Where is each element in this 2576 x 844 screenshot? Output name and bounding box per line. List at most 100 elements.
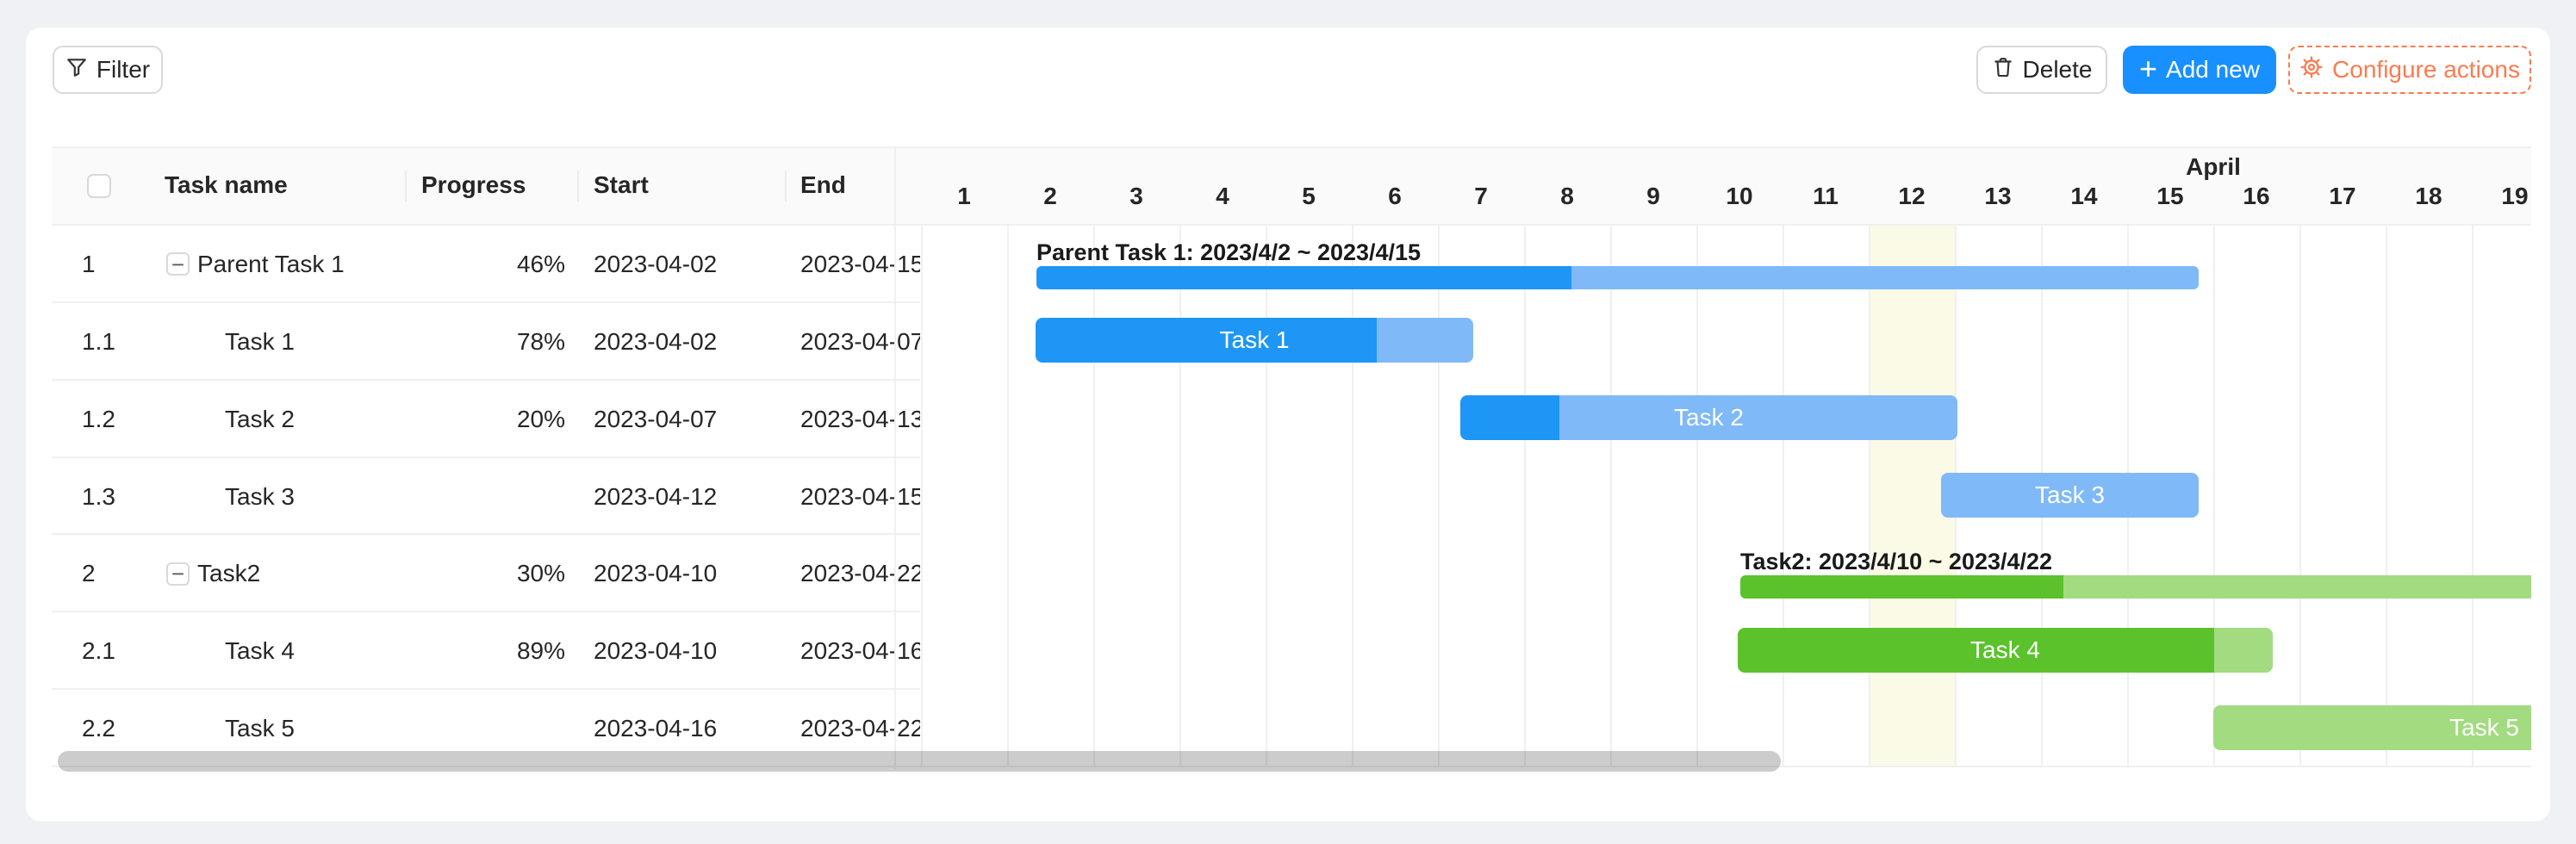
- start-date-cell: 2023-04-16: [594, 715, 718, 742]
- gantt-gridline: [2213, 226, 2215, 767]
- gantt-day-label: 10: [1726, 183, 1753, 209]
- gantt-bar-1.2[interactable]: Task 2: [1460, 395, 1957, 440]
- gantt-bar-text: Task 1: [1219, 326, 1290, 353]
- row-divider: [52, 456, 920, 458]
- gantt-bar-text: Task 3: [2035, 481, 2105, 508]
- configure-actions-label: Configure actions: [2332, 56, 2520, 83]
- gantt-day-label: 17: [2329, 183, 2356, 209]
- table-gantt-divider: [894, 146, 896, 769]
- configure-actions-button[interactable]: Configure actions: [2288, 46, 2531, 94]
- end-date-cell: 2023-04-22: [800, 715, 920, 742]
- progress-cell: 20%: [516, 405, 565, 432]
- row-number-cell: 1.2: [82, 405, 115, 432]
- table-row[interactable]: 2.1 Task 4 89% 2023-04-10 2023-04-16: [52, 612, 920, 691]
- gantt-day-label: 9: [1646, 183, 1660, 209]
- gantt-day-label: 7: [1474, 183, 1488, 209]
- task-name-cell: Task 2: [225, 405, 295, 432]
- gantt-bar-progress: [1738, 628, 2214, 673]
- task-name-cell: Parent Task 1: [197, 251, 345, 277]
- progress-cell: 46%: [516, 251, 565, 277]
- progress-cell: [353, 458, 565, 536]
- filter-funnel-icon: [65, 56, 88, 84]
- add-new-button[interactable]: + Add new: [2123, 46, 2276, 94]
- gantt-chart: April 1 2 3 4 5 6 7 8 9 10 11 12 13 14 15 16 17 18 19 Pare…: [920, 146, 2531, 771]
- row-divider: [52, 688, 920, 691]
- gantt-month-label: April: [2186, 153, 2241, 180]
- gantt-bar-1.3[interactable]: Task 3: [1941, 473, 2199, 518]
- gantt-bar-progress: [1036, 266, 1571, 289]
- table-row[interactable]: 1.1 Task 1 78% 2023-04-02 2023-04-07: [52, 303, 920, 381]
- gantt-gridline: [2386, 226, 2387, 767]
- trash-icon: [1992, 56, 2014, 84]
- gantt-day-label: 16: [2243, 183, 2270, 209]
- task-name-cell: Task 1: [225, 327, 295, 355]
- row-divider: [52, 533, 920, 536]
- gantt-bar-1.1[interactable]: Task 1: [1036, 318, 1473, 363]
- gantt-day-label: 11: [1813, 183, 1839, 209]
- row-number-cell: 2.1: [82, 637, 115, 665]
- start-date-cell: 2023-04-02: [594, 327, 718, 355]
- header-separator: [577, 171, 579, 202]
- gantt-bar-1[interactable]: [1036, 266, 2199, 289]
- progress-cell: 89%: [516, 637, 565, 665]
- gantt-gridline: [1783, 226, 1784, 767]
- row-number-cell: 2: [82, 560, 96, 587]
- gantt-day-label: 18: [2415, 183, 2442, 209]
- start-date-cell: 2023-04-02: [594, 251, 718, 277]
- row-divider: [52, 611, 920, 613]
- collapse-toggle[interactable]: −: [166, 252, 190, 276]
- collapse-toggle[interactable]: −: [166, 562, 190, 586]
- row-number-cell: 1: [82, 251, 96, 277]
- gantt-bar-2[interactable]: [1740, 575, 2531, 599]
- start-date-cell: 2023-04-10: [594, 637, 718, 665]
- delete-button[interactable]: Delete: [1976, 46, 2107, 94]
- end-date-cell: 2023-04-13: [800, 405, 920, 432]
- gantt-bar-text: Task 4: [1970, 636, 2040, 663]
- header-separator: [405, 171, 407, 202]
- start-date-cell: 2023-04-12: [594, 482, 718, 510]
- gantt-gridline: [1266, 226, 1267, 767]
- table-row[interactable]: 1.3 Task 3 2023-04-12 2023-04-15: [52, 458, 920, 536]
- table-row[interactable]: 1.2 Task 2 20% 2023-04-07 2023-04-13: [52, 381, 920, 458]
- end-date-cell: 2023-04-16: [800, 637, 920, 665]
- gantt-day-label: 13: [1984, 183, 2012, 209]
- column-header-task-name: Task name: [165, 171, 288, 198]
- table-row[interactable]: 2.2 Task 5 2023-04-16 2023-04-22: [52, 690, 920, 767]
- plus-icon: +: [2139, 50, 2158, 86]
- row-divider: [52, 301, 920, 303]
- gantt-gridline: [1438, 226, 1440, 767]
- task-name-cell: Task 5: [225, 715, 295, 742]
- horizontal-scrollbar-thumb[interactable]: [58, 751, 1781, 772]
- filter-button[interactable]: Filter: [53, 46, 163, 94]
- gantt-day-label: 14: [2070, 183, 2098, 209]
- end-date-cell: 2023-04-22: [800, 560, 920, 587]
- table-row[interactable]: 2 − Task2 30% 2023-04-10 2023-04-22: [52, 535, 920, 613]
- table-row[interactable]: 1 − Parent Task 1 46% 2023-04-02 2023-04-15: [52, 226, 920, 303]
- gear-icon: [2299, 55, 2324, 85]
- gantt-bar-label-1: Parent Task 1: 2023/4/2 ~ 2023/4/15: [1036, 239, 1422, 265]
- end-date-cell: 2023-04-15: [800, 251, 920, 277]
- gantt-gridline: [1352, 226, 1353, 767]
- gantt-bar-2.2[interactable]: Task 5: [2213, 705, 2531, 750]
- gantt-gridline: [1869, 226, 1870, 767]
- gantt-bar-text: Task 5: [2449, 714, 2519, 741]
- gantt-bar-2.1[interactable]: Task 4: [1738, 628, 2273, 673]
- gantt-bar-label-2: Task2: 2023/4/10 ~ 2023/4/22: [1740, 549, 2053, 574]
- column-header-progress: Progress: [421, 171, 526, 198]
- filter-button-label: Filter: [96, 56, 151, 83]
- gantt-day-label: 3: [1129, 183, 1143, 209]
- gantt-gridline: [1093, 226, 1095, 767]
- gantt-day-label: 1: [957, 183, 971, 209]
- select-all-checkbox[interactable]: [87, 174, 111, 198]
- gantt-gridline: [2299, 226, 2301, 767]
- row-number-cell: 1.1: [82, 327, 115, 355]
- gantt-app-card: Filter Delete + Add new Configure action…: [26, 28, 2550, 822]
- task-name-cell: Task 3: [225, 482, 295, 510]
- task-name-cell: Task2: [197, 560, 261, 587]
- gantt-gridline: [1610, 226, 1612, 767]
- end-date-cell: 2023-04-07: [800, 327, 920, 355]
- gantt-bar-text: Task 2: [1674, 404, 1744, 431]
- add-new-button-label: Add new: [2166, 56, 2260, 83]
- gantt-gridline: [1696, 226, 1698, 767]
- column-header-end: End: [800, 171, 846, 198]
